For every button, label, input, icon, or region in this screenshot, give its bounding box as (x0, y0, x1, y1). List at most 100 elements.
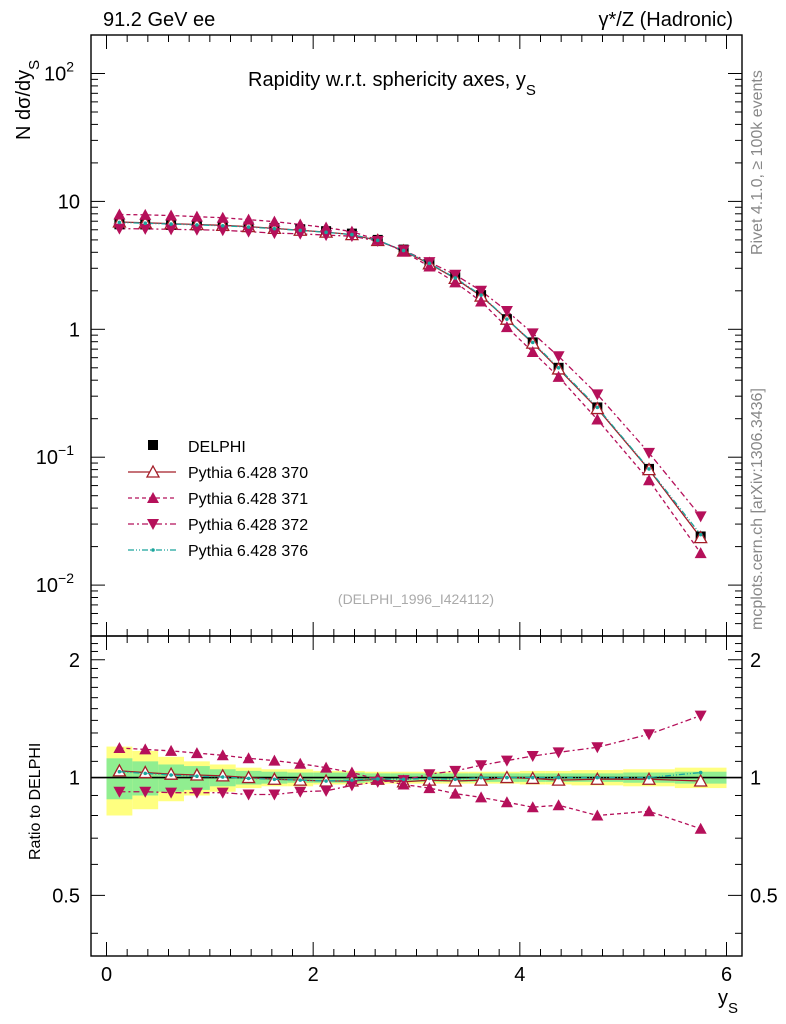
legend-marker-376 (151, 548, 155, 552)
legend-label-delphi: DELPHI (188, 439, 246, 456)
ratio-y-tick-label-left: 0.5 (52, 885, 80, 907)
main-point-372 (242, 226, 255, 238)
ratio-point-372 (643, 729, 655, 741)
ratio-line-376 (119, 771, 701, 782)
ratio-y-label: Ratio to DELPHI (27, 743, 44, 860)
plot-title: Rapidity w.r.t. sphericity axes, yS (248, 69, 536, 99)
ratio-point-371 (475, 791, 488, 803)
legend-marker-371 (147, 492, 159, 503)
ratio-point-376 (556, 775, 561, 780)
ratio-point-372 (216, 787, 229, 799)
ratio-point-372 (113, 786, 126, 798)
ratio-point-376 (453, 777, 458, 782)
main-point-376 (647, 467, 651, 471)
analysis-tag: (DELPHI_1996_I424112) (338, 591, 494, 607)
ratio-point-371 (526, 801, 539, 813)
ratio-point-376 (324, 779, 328, 783)
ratio-point-376 (246, 776, 251, 781)
ratio-point-376 (169, 773, 173, 777)
legend: DELPHI Pythia 6.428 370 Pythia 6.428 371… (128, 439, 308, 560)
ratio-point-371 (242, 752, 255, 764)
plot-title-sub: S (526, 82, 536, 99)
main-point-376 (350, 232, 354, 237)
ratio-point-371 (423, 782, 436, 794)
main-point-372 (526, 328, 539, 340)
ratio-point-371 (500, 796, 513, 808)
ratio-point-376 (195, 774, 199, 779)
ratio-point-371 (694, 822, 707, 834)
ratio-point-372 (591, 742, 604, 754)
main-plot-series (112, 208, 708, 559)
main-point-376 (401, 248, 406, 253)
ratio-point-376 (375, 777, 380, 781)
main-point-371 (268, 215, 281, 227)
ratio-point-372 (190, 787, 203, 799)
main-point-372 (500, 306, 513, 318)
ratio-y-tick-label-right: 2 (750, 650, 761, 672)
y-tick-label-base: 10 (36, 575, 58, 597)
legend-marker-370 (145, 464, 161, 478)
legend-entry-delphi: DELPHI (148, 439, 246, 456)
ratio-point-370 (693, 773, 708, 787)
main-point-371 (500, 321, 513, 333)
main-point-371 (139, 208, 152, 220)
main-point-376 (375, 238, 380, 243)
ratio-point-376 (401, 777, 406, 782)
ratio-point-371 (165, 744, 178, 756)
ratio-point-371 (320, 761, 333, 773)
ratio-y-tick-label-right: 1 (750, 768, 761, 790)
ratio-point-376 (595, 775, 600, 780)
side-text-mcplots: mcplots.cern.ch [arXiv:1306.3436] (749, 388, 766, 630)
x-axis-label-text: y (718, 987, 728, 1009)
main-line-376 (119, 221, 702, 536)
legend-entry-376: Pythia 6.428 376 (128, 543, 308, 560)
y-tick-label: 10 (58, 191, 80, 213)
ratio-point-371 (190, 747, 203, 759)
ratio-point-376 (530, 775, 535, 780)
main-point-371 (475, 295, 488, 307)
ratio-point-372 (552, 747, 565, 759)
main-point-372 (216, 225, 229, 237)
ratio-plot-series (112, 710, 708, 834)
x-tick-label: 4 (514, 964, 525, 986)
ratio-point-372 (694, 710, 707, 722)
ratio-point-372 (526, 751, 539, 763)
main-point-372 (694, 511, 707, 523)
x-tick-label: 2 (308, 964, 319, 986)
main-point-371 (190, 210, 203, 222)
ratio-point-371 (449, 787, 462, 799)
main-point-376 (117, 220, 122, 225)
legend-label-370: Pythia 6.428 370 (188, 465, 308, 482)
y-tick-label-exp: −2 (58, 570, 74, 586)
main-point-371 (165, 209, 178, 221)
ratio-plot-frame (90, 635, 743, 957)
ratio-y-tick-label-left: 2 (69, 650, 80, 672)
legend-entry-372: Pythia 6.428 372 (128, 517, 308, 534)
ratio-point-371 (294, 757, 307, 769)
x-tick-label: 0 (101, 964, 112, 986)
y-tick-label: 1 (69, 319, 80, 341)
main-point-376 (195, 223, 199, 227)
main-point-371 (294, 218, 307, 230)
ratio-point-372 (294, 786, 307, 798)
main-point-376 (169, 222, 173, 226)
ratio-point-376 (505, 775, 509, 780)
ratio-point-371 (345, 766, 358, 778)
legend-label-372: Pythia 6.428 372 (188, 517, 308, 534)
legend-label-371: Pythia 6.428 371 (188, 491, 308, 508)
main-point-371 (449, 276, 462, 288)
main-point-371 (694, 547, 707, 559)
main-point-371 (526, 345, 539, 357)
ratio-point-372 (423, 769, 436, 781)
main-point-376 (324, 230, 328, 235)
main-y-label-text: N dσ/dy (13, 70, 35, 140)
legend-entry-370: Pythia 6.428 370 (128, 464, 308, 482)
plot-title-main: Rapidity w.r.t. sphericity axes, y (248, 69, 526, 91)
header-left: 91.2 GeV ee (103, 9, 215, 31)
main-point-372 (165, 224, 178, 236)
ratio-point-371 (268, 754, 281, 766)
ratio-point-371 (216, 749, 229, 761)
y-tick-label-exp: −1 (58, 442, 74, 458)
ratio-point-376 (220, 775, 225, 779)
